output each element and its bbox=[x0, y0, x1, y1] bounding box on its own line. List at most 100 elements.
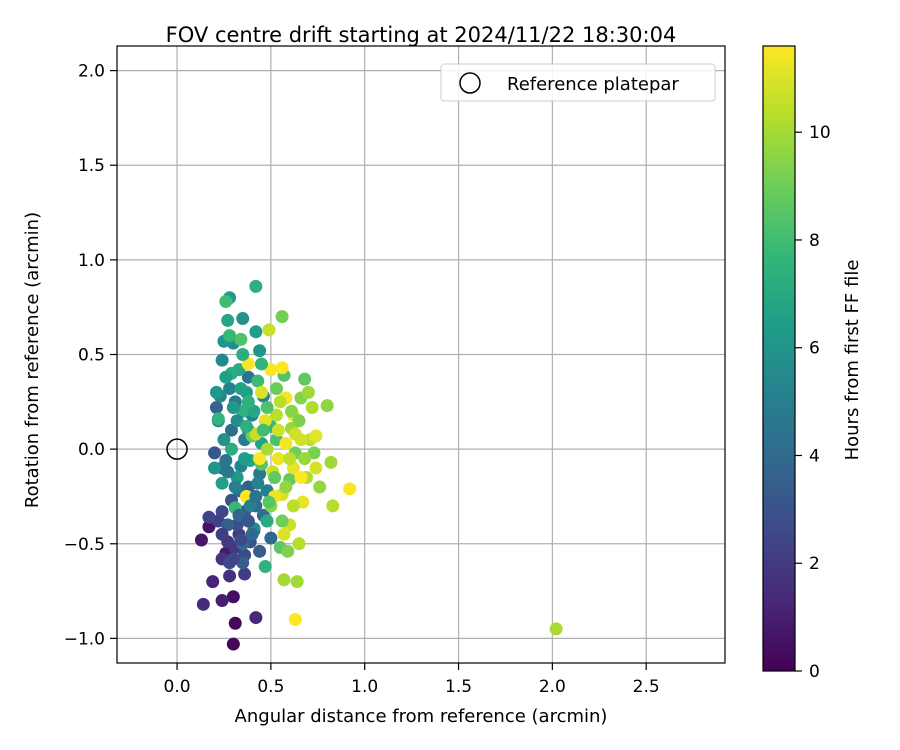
data-point bbox=[277, 573, 291, 587]
data-point bbox=[285, 404, 299, 418]
data-point bbox=[286, 499, 300, 513]
data-point bbox=[273, 395, 287, 409]
data-point bbox=[249, 611, 263, 625]
data-point bbox=[260, 400, 274, 414]
data-point bbox=[283, 452, 297, 466]
data-point bbox=[211, 412, 225, 426]
data-point bbox=[309, 461, 323, 475]
data-point bbox=[228, 616, 242, 630]
data-point bbox=[224, 442, 238, 456]
data-points bbox=[194, 279, 563, 651]
data-point bbox=[215, 594, 229, 608]
data-point bbox=[275, 514, 289, 528]
x-axis-label: Angular distance from reference (arcmin) bbox=[235, 706, 608, 727]
y-tick-label: 1.5 bbox=[78, 156, 105, 176]
data-point bbox=[254, 357, 268, 371]
data-point bbox=[277, 527, 291, 541]
data-point bbox=[226, 552, 240, 566]
y-axis-label: Rotation from reference (arcmin) bbox=[22, 212, 43, 508]
data-point bbox=[549, 622, 563, 636]
data-point bbox=[262, 323, 276, 337]
data-point bbox=[270, 408, 284, 422]
data-point bbox=[326, 499, 340, 513]
data-point bbox=[223, 382, 237, 396]
legend-marker bbox=[459, 72, 481, 94]
data-point bbox=[307, 446, 321, 460]
data-point bbox=[253, 544, 267, 558]
colorbar-tick-label: 6 bbox=[809, 339, 820, 359]
data-point bbox=[208, 446, 222, 460]
y-axis-ticks: −1.0 −0.5 0.0 0.5 1.0 1.5 2.0 bbox=[64, 62, 117, 649]
data-point bbox=[279, 480, 293, 494]
data-point bbox=[270, 382, 284, 396]
legend-label: Reference platepar bbox=[507, 74, 679, 95]
data-point bbox=[320, 399, 334, 413]
y-tick-label: 1.0 bbox=[78, 251, 105, 271]
data-point bbox=[262, 495, 276, 509]
data-point bbox=[275, 310, 289, 324]
data-point bbox=[215, 527, 229, 541]
y-tick-label: 0.0 bbox=[78, 440, 105, 460]
data-point bbox=[238, 567, 252, 581]
x-tick-label: 1.0 bbox=[351, 677, 378, 697]
data-point bbox=[209, 385, 223, 399]
colorbar-label: Hours from first FF file bbox=[842, 260, 863, 461]
data-point bbox=[249, 325, 263, 339]
data-point bbox=[253, 344, 267, 358]
data-point bbox=[292, 414, 306, 428]
data-point bbox=[249, 279, 263, 293]
colorbar-ticks: 0 2 4 6 8 10 bbox=[795, 123, 831, 682]
legend: Reference platepar bbox=[440, 63, 716, 102]
chart-title: FOV centre drift starting at 2024/11/22 … bbox=[166, 23, 677, 47]
data-point bbox=[224, 423, 238, 437]
data-point bbox=[234, 533, 248, 547]
x-tick-label: 2.5 bbox=[633, 677, 660, 697]
colorbar-tick-label: 4 bbox=[809, 446, 820, 466]
data-point bbox=[343, 482, 357, 496]
data-point bbox=[281, 544, 295, 558]
colorbar-tick-label: 8 bbox=[809, 231, 820, 251]
data-point bbox=[228, 480, 242, 494]
data-point bbox=[217, 433, 231, 447]
data-point bbox=[194, 533, 208, 547]
x-tick-label: 1.5 bbox=[445, 677, 472, 697]
data-point bbox=[202, 520, 216, 534]
data-point bbox=[305, 400, 319, 414]
data-point bbox=[219, 370, 233, 384]
data-point bbox=[264, 531, 278, 545]
x-axis-ticks: 0.0 0.5 1.0 1.5 2.0 2.5 bbox=[164, 663, 660, 697]
data-point bbox=[256, 423, 270, 437]
data-point bbox=[221, 313, 235, 327]
data-point bbox=[238, 452, 252, 466]
x-tick-label: 2.0 bbox=[539, 677, 566, 697]
data-point bbox=[275, 361, 289, 375]
data-point bbox=[236, 312, 250, 326]
colorbar-tick-label: 10 bbox=[809, 123, 831, 143]
data-point bbox=[208, 461, 222, 475]
data-point bbox=[260, 514, 274, 528]
data-point bbox=[249, 489, 263, 503]
data-point bbox=[253, 452, 267, 466]
data-point bbox=[298, 372, 312, 386]
data-point bbox=[251, 476, 265, 490]
data-point bbox=[221, 465, 235, 479]
data-point bbox=[241, 395, 255, 409]
data-point bbox=[268, 471, 282, 485]
data-point bbox=[243, 499, 257, 513]
data-point bbox=[219, 295, 233, 309]
data-point bbox=[219, 453, 233, 467]
colorbar-tick-label: 2 bbox=[809, 554, 820, 574]
data-point bbox=[236, 348, 250, 361]
data-point bbox=[247, 404, 261, 418]
y-tick-label: −0.5 bbox=[64, 535, 105, 555]
data-point bbox=[221, 518, 235, 532]
data-point bbox=[264, 363, 278, 377]
data-point bbox=[226, 590, 240, 604]
x-tick-label: 0.5 bbox=[257, 677, 284, 697]
data-point bbox=[196, 597, 210, 611]
data-point bbox=[209, 400, 223, 414]
data-point bbox=[288, 427, 302, 441]
data-point bbox=[226, 637, 240, 651]
data-point bbox=[313, 480, 327, 494]
data-point bbox=[279, 436, 293, 450]
